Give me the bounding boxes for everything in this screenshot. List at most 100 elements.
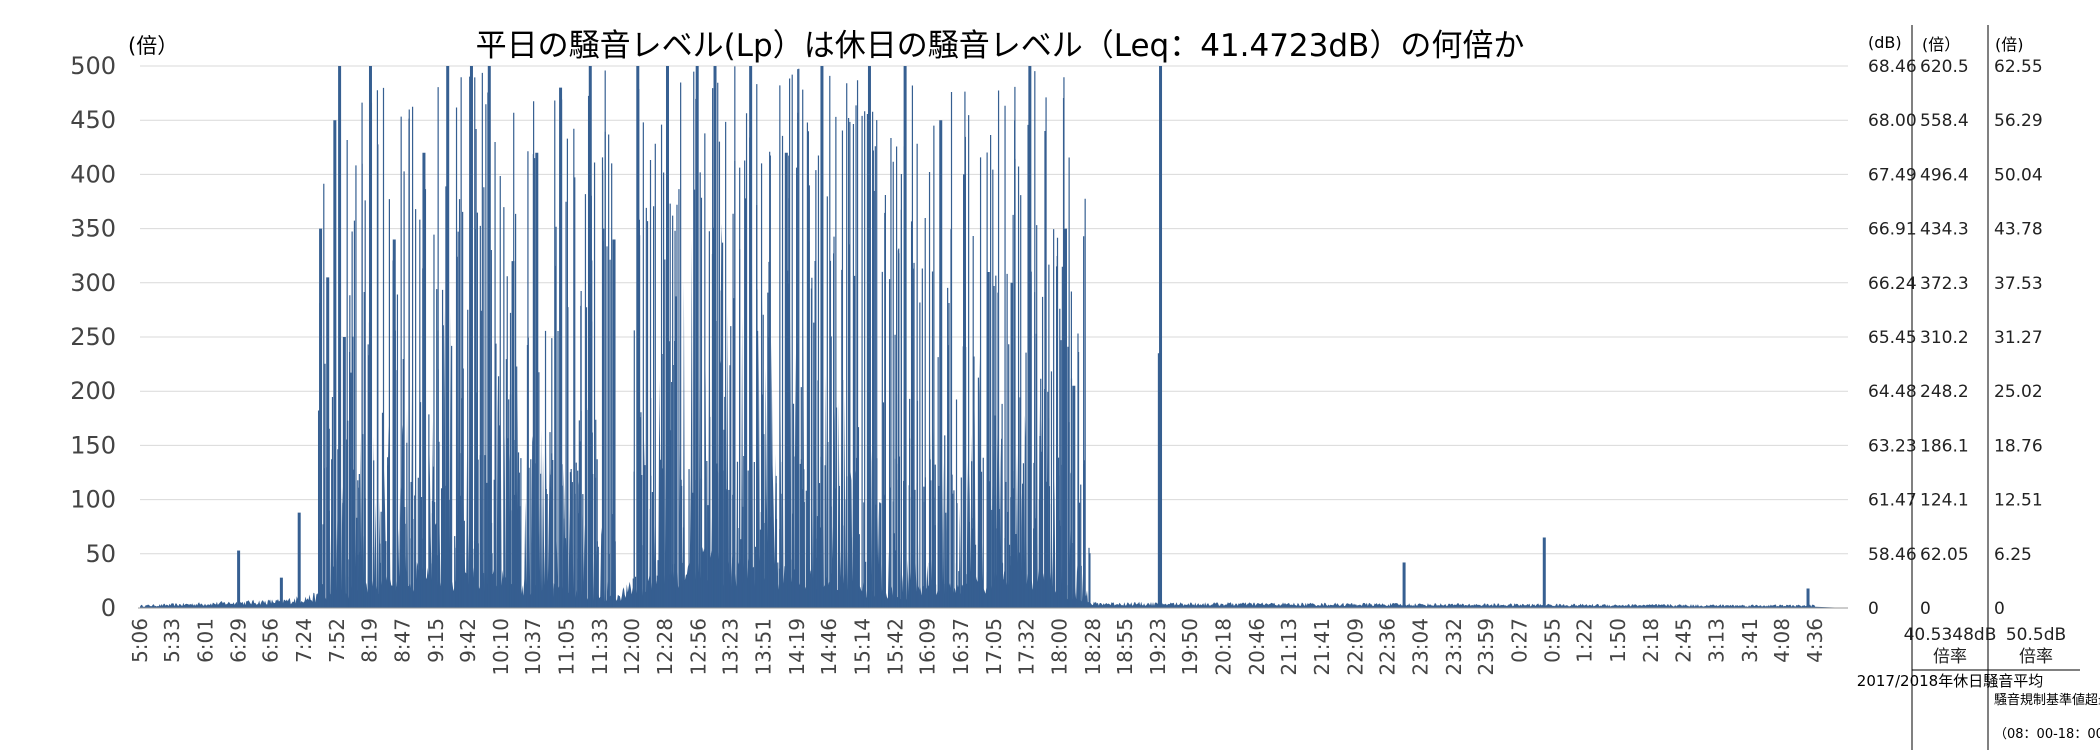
- x-tick-label: 12:56: [686, 618, 710, 676]
- x-tick-label: 6:29: [227, 618, 251, 663]
- right-axis-3-footer-label: 倍率: [2019, 647, 2053, 667]
- right-axis-1-unit: (dB): [1868, 33, 1902, 52]
- right-axis-3-note2: （08：00-18：00): [1994, 727, 2100, 742]
- right-axis-tick-label: 12.51: [1994, 491, 2043, 511]
- x-tick-label: 16:37: [949, 618, 973, 676]
- x-tick-label: 20:18: [1212, 618, 1236, 676]
- right-axis-tick-label: 496.4: [1920, 165, 1969, 185]
- x-tick-label: 14:46: [817, 618, 841, 676]
- right-axis-tick-label: 62.05: [1920, 545, 1969, 565]
- y-tick-label: 500: [70, 52, 116, 80]
- y-tick-label: 350: [70, 215, 116, 243]
- right-axis-tick-label: 558.4: [1920, 111, 1969, 131]
- x-tick-label: 18:55: [1113, 618, 1137, 676]
- right-axis-tick-label: 68.46: [1868, 57, 1917, 77]
- right-axis-3-note: 騒音規制基準値超最小値: [1994, 692, 2100, 708]
- right-axis-2-unit: (倍）: [1922, 35, 1960, 54]
- right-axis-tick-label: 67.49: [1868, 165, 1917, 185]
- right-axis-tick-label: 66.24: [1868, 274, 1917, 294]
- right-axis-ratio-2017-ticks: 0 62.05 124.1 186.1 248.2 310.2 372.3 434.3 496.…: [1920, 57, 1969, 619]
- x-tick-label: 22:09: [1343, 618, 1367, 676]
- right-axis-tick-label: 65.45: [1868, 328, 1917, 348]
- x-tick-label: 17:05: [982, 618, 1006, 676]
- right-axis-3-unit: (倍): [1995, 35, 2024, 54]
- x-tick-label: 9:15: [424, 618, 448, 663]
- right-axis-2-note: 2017/2018年休日騒音平均: [1857, 672, 2043, 690]
- y-axis-ticks: 0 50 100 150 200 250 300 350 400 450 500: [70, 52, 116, 622]
- y-axis-unit: (倍）: [128, 34, 178, 58]
- right-axis-tick-label: 66.91: [1868, 220, 1917, 240]
- x-tick-label: 22:36: [1375, 618, 1399, 676]
- x-tick-label: 10:37: [521, 618, 545, 676]
- x-tick-label: 17:32: [1014, 618, 1038, 676]
- x-tick-label: 8:19: [357, 618, 381, 663]
- y-tick-label: 100: [70, 486, 116, 514]
- right-axis-tick-label: 310.2: [1920, 328, 1969, 348]
- right-axis-tick-label: 434.3: [1920, 220, 1969, 240]
- x-tick-label: 4:36: [1803, 618, 1827, 663]
- right-axis-tick-label: 25.02: [1994, 382, 2043, 402]
- x-tick-label: 11:05: [555, 618, 579, 676]
- x-tick-label: 23:32: [1442, 618, 1466, 676]
- x-tick-label: 12:00: [620, 618, 644, 676]
- x-tick-label: 21:13: [1277, 618, 1301, 676]
- right-axis-tick-label: 68.00: [1868, 111, 1917, 131]
- right-axis-tick-label: 620.5: [1920, 57, 1969, 77]
- right-axis-tick-label: 0: [1868, 599, 1879, 619]
- x-tick-label: 1:50: [1606, 618, 1630, 663]
- chart-title: 平日の騒音レベル(Lp）は休日の騒音レベル（Leq：41.4723dB）の何倍か: [476, 28, 1525, 64]
- y-tick-label: 150: [70, 431, 116, 459]
- x-tick-label: 10:10: [489, 618, 513, 676]
- x-tick-label: 19:23: [1146, 618, 1170, 676]
- y-tick-label: 250: [70, 323, 116, 351]
- x-tick-label: 2:18: [1639, 618, 1663, 663]
- y-tick-label: 200: [70, 377, 116, 405]
- x-tick-label: 0:55: [1541, 618, 1565, 663]
- right-axis-tick-label: 64.48: [1868, 382, 1917, 402]
- x-tick-label: 6:01: [193, 618, 217, 663]
- right-axis-3-footer-value: 50.5dB: [2006, 625, 2066, 645]
- right-axis-tick-label: 37.53: [1994, 274, 2043, 294]
- x-tick-label: 18:28: [1081, 618, 1105, 676]
- right-axis-ratio-standard-ticks: 0 6.25 12.51 18.76 25.02 31.27 37.53 43.78 50.04…: [1994, 57, 2043, 619]
- right-axis-db-ticks: 0 58.46 61.47 63.23 64.48 65.45 66.24 66.91 67.4…: [1868, 57, 1917, 619]
- x-tick-label: 3:41: [1738, 618, 1762, 663]
- right-axis-tick-label: 124.1: [1920, 491, 1969, 511]
- x-tick-label: 4:08: [1770, 618, 1794, 663]
- y-tick-label: 300: [70, 269, 116, 297]
- x-tick-label: 7:24: [292, 618, 316, 663]
- x-tick-label: 2:45: [1671, 618, 1695, 663]
- y-tick-label: 450: [70, 106, 116, 134]
- x-tick-label: 20:46: [1245, 618, 1269, 676]
- right-axis-tick-label: 372.3: [1920, 274, 1969, 294]
- x-tick-label: 5:33: [160, 618, 184, 663]
- right-axis-2-footer-value: 40.5348dB: [1904, 625, 1997, 645]
- x-tick-label: 14:19: [785, 618, 809, 676]
- x-tick-label: 9:42: [456, 618, 480, 663]
- right-axis-tick-label: 6.25: [1994, 545, 2032, 565]
- x-tick-label: 19:50: [1178, 618, 1202, 676]
- right-axis-2-footer-label: 倍率: [1933, 647, 1967, 667]
- x-axis-ticks: 5:06 5:33 6:01 6:29 6:56 7:24 7:52 8:19 8:47 9:15…: [128, 618, 1827, 676]
- x-tick-label: 15:42: [884, 618, 908, 676]
- right-axis-tick-label: 18.76: [1994, 436, 2043, 456]
- x-tick-label: 7:52: [325, 618, 349, 663]
- right-axis-tick-label: 0: [1920, 599, 1931, 619]
- right-axis-tick-label: 43.78: [1994, 220, 2043, 240]
- x-tick-label: 13:23: [718, 618, 742, 676]
- y-tick-label: 0: [101, 594, 116, 622]
- x-tick-label: 16:09: [916, 618, 940, 676]
- x-tick-label: 23:59: [1474, 618, 1498, 676]
- x-tick-label: 0:27: [1507, 618, 1531, 663]
- x-tick-label: 12:28: [653, 618, 677, 676]
- x-tick-label: 18:00: [1048, 618, 1072, 676]
- x-tick-label: 5:06: [128, 618, 152, 663]
- right-axis-tick-label: 186.1: [1920, 436, 1969, 456]
- x-tick-label: 1:22: [1573, 618, 1597, 663]
- right-axis-tick-label: 50.04: [1994, 165, 2043, 185]
- right-axis-tick-label: 62.55: [1994, 57, 2043, 77]
- right-axis-tick-label: 63.23: [1868, 436, 1917, 456]
- x-tick-label: 13:51: [752, 618, 776, 676]
- right-axis-tick-label: 58.46: [1868, 545, 1917, 565]
